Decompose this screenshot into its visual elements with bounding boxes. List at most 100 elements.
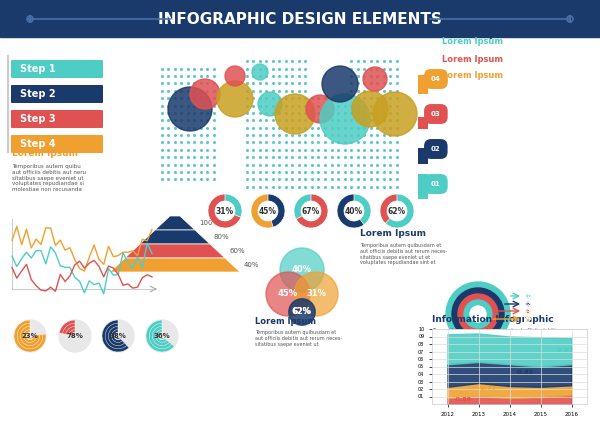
Bar bbox=[418, 117, 428, 129]
Circle shape bbox=[363, 67, 387, 91]
Text: Lorem Ipsum: Lorem Ipsum bbox=[360, 229, 426, 238]
Text: 40%: 40% bbox=[345, 206, 363, 215]
Circle shape bbox=[320, 94, 370, 144]
Circle shape bbox=[225, 66, 245, 86]
Bar bbox=[418, 75, 428, 94]
Text: -0.82: -0.82 bbox=[516, 370, 534, 375]
Polygon shape bbox=[140, 230, 210, 244]
Wedge shape bbox=[27, 333, 33, 339]
Wedge shape bbox=[102, 320, 129, 352]
Circle shape bbox=[168, 87, 212, 131]
Circle shape bbox=[159, 333, 165, 339]
Circle shape bbox=[352, 91, 388, 127]
FancyBboxPatch shape bbox=[11, 85, 103, 103]
Wedge shape bbox=[152, 326, 169, 346]
Circle shape bbox=[306, 95, 334, 123]
Text: Information Infographic: Information Infographic bbox=[432, 315, 554, 324]
Circle shape bbox=[109, 326, 128, 346]
Wedge shape bbox=[17, 323, 43, 349]
Polygon shape bbox=[525, 293, 531, 299]
Text: 31%: 31% bbox=[306, 290, 326, 298]
Wedge shape bbox=[251, 194, 285, 228]
Text: Temporibus autem quibusdam et
aut officiis debitis aut rerum neces-
sitatibus sa: Temporibus autem quibusdam et aut offici… bbox=[360, 243, 447, 265]
Circle shape bbox=[470, 306, 486, 322]
Wedge shape bbox=[380, 194, 397, 223]
Text: 78%: 78% bbox=[67, 333, 83, 339]
Bar bbox=[418, 173, 428, 199]
Text: 62%: 62% bbox=[292, 307, 312, 316]
FancyBboxPatch shape bbox=[11, 60, 103, 78]
Circle shape bbox=[112, 329, 124, 343]
Text: 100%: 100% bbox=[199, 220, 219, 226]
Text: INFOGRAPHIC DESIGN ELEMENTS: INFOGRAPHIC DESIGN ELEMENTS bbox=[158, 11, 442, 26]
Text: Lorem Ipsum: Lorem Ipsum bbox=[12, 149, 78, 158]
Circle shape bbox=[115, 333, 121, 339]
Text: Lorem Ipsum: Lorem Ipsum bbox=[442, 55, 503, 64]
Circle shape bbox=[27, 333, 33, 339]
Circle shape bbox=[217, 81, 253, 117]
Wedge shape bbox=[112, 329, 122, 343]
Circle shape bbox=[23, 329, 37, 343]
Circle shape bbox=[280, 248, 324, 292]
Circle shape bbox=[20, 326, 40, 346]
Circle shape bbox=[258, 92, 282, 116]
Wedge shape bbox=[20, 326, 40, 346]
Text: 38%: 38% bbox=[110, 333, 127, 339]
Text: 04: 04 bbox=[431, 76, 441, 82]
Text: Temporibus autem quibu
aut officiis debitis aut neru
sitatibus saepe eveniet ut
: Temporibus autem quibu aut officiis debi… bbox=[12, 164, 86, 192]
Wedge shape bbox=[105, 323, 127, 349]
Wedge shape bbox=[337, 194, 371, 228]
Polygon shape bbox=[125, 244, 225, 258]
Wedge shape bbox=[337, 194, 364, 228]
Wedge shape bbox=[69, 329, 75, 335]
Circle shape bbox=[446, 282, 510, 346]
Bar bbox=[418, 148, 428, 164]
Text: 03: 03 bbox=[524, 309, 532, 313]
Circle shape bbox=[373, 92, 417, 136]
Wedge shape bbox=[251, 194, 273, 228]
Text: 04: 04 bbox=[524, 316, 532, 321]
Circle shape bbox=[14, 320, 46, 352]
Text: 02: 02 bbox=[524, 301, 532, 307]
Polygon shape bbox=[110, 258, 240, 272]
Text: 40%: 40% bbox=[292, 265, 312, 274]
Wedge shape bbox=[14, 320, 46, 352]
Wedge shape bbox=[62, 323, 75, 335]
Text: 01: 01 bbox=[431, 181, 441, 187]
Circle shape bbox=[190, 79, 220, 109]
Circle shape bbox=[464, 300, 492, 328]
Wedge shape bbox=[294, 194, 328, 228]
Text: 60%: 60% bbox=[229, 248, 245, 254]
Circle shape bbox=[275, 94, 315, 134]
Wedge shape bbox=[380, 194, 414, 228]
FancyBboxPatch shape bbox=[11, 135, 103, 153]
Polygon shape bbox=[525, 301, 531, 307]
Text: 31%: 31% bbox=[216, 206, 234, 215]
Wedge shape bbox=[23, 329, 37, 343]
Circle shape bbox=[72, 333, 78, 339]
Text: Step 3: Step 3 bbox=[20, 114, 56, 124]
Wedge shape bbox=[149, 323, 172, 349]
Circle shape bbox=[155, 329, 169, 343]
Circle shape bbox=[289, 299, 315, 325]
Circle shape bbox=[102, 320, 134, 352]
Wedge shape bbox=[159, 333, 164, 339]
Bar bbox=[0, 0, 600, 37]
Circle shape bbox=[252, 64, 268, 80]
Text: 40%: 40% bbox=[244, 262, 260, 268]
Text: -0.77: -0.77 bbox=[479, 386, 497, 391]
Text: Lorem Ipsum: Lorem Ipsum bbox=[442, 37, 503, 47]
Wedge shape bbox=[208, 194, 242, 228]
Text: 67%: 67% bbox=[302, 206, 320, 215]
Text: Temporibus autem quibusdam et
aut officiis debitis aut rerum neces-
sitatibus sa: Temporibus autem quibusdam et aut offici… bbox=[255, 330, 342, 346]
Wedge shape bbox=[294, 194, 311, 219]
Circle shape bbox=[68, 329, 82, 343]
FancyBboxPatch shape bbox=[11, 110, 103, 128]
Text: -0.97: -0.97 bbox=[556, 348, 574, 352]
Text: 45%: 45% bbox=[259, 206, 277, 215]
Text: Step 2: Step 2 bbox=[20, 89, 56, 99]
Text: 01: 01 bbox=[524, 293, 532, 298]
Wedge shape bbox=[65, 326, 75, 335]
Circle shape bbox=[452, 288, 504, 340]
Circle shape bbox=[65, 326, 85, 346]
